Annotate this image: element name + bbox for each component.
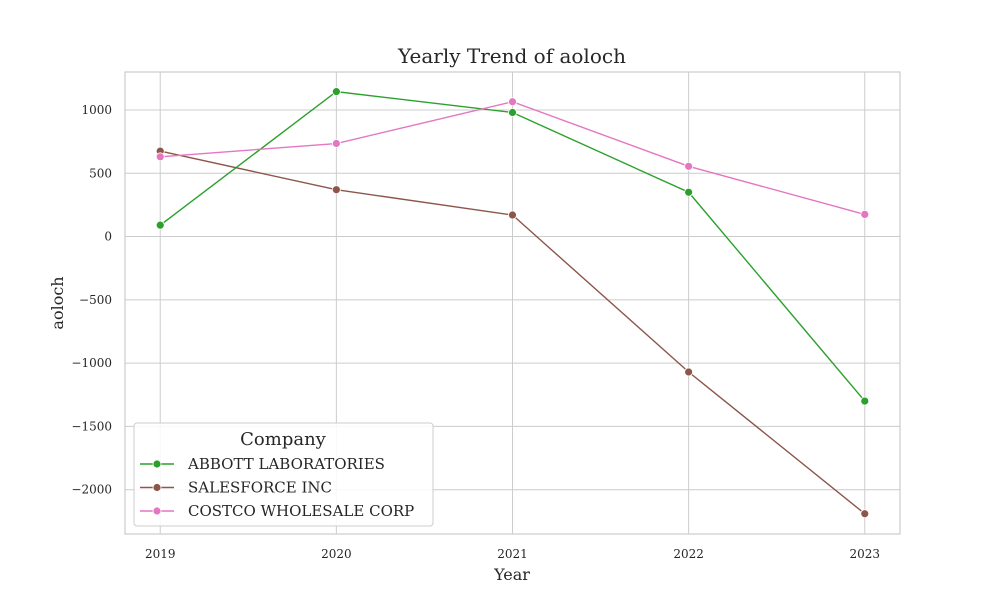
plot-frame xyxy=(124,71,901,535)
legend-title: Company xyxy=(240,429,327,450)
data-point xyxy=(684,367,694,377)
data-point xyxy=(155,152,165,162)
y-tick-label: −1000 xyxy=(71,356,112,370)
data-point xyxy=(860,509,870,519)
legend-marker xyxy=(152,506,162,516)
x-axis-label: Year xyxy=(493,565,530,584)
data-point xyxy=(331,185,341,195)
legend-marker xyxy=(152,459,162,469)
x-tick-label: 2019 xyxy=(145,547,176,561)
x-tick-label: 2022 xyxy=(673,547,704,561)
legend-label: SALESFORCE INC xyxy=(188,479,332,497)
y-tick-labels: 1000 500 0 −500 −1000 −1500 −2000 xyxy=(71,103,112,497)
data-point xyxy=(860,396,870,406)
series-points xyxy=(155,87,870,519)
legend-label: ABBOTT LABORATORIES xyxy=(187,455,385,473)
y-axis-label: aoloch xyxy=(48,276,67,329)
x-tick-label: 2020 xyxy=(321,547,352,561)
legend-marker xyxy=(152,483,162,492)
legend-label: COSTCO WHOLESALE CORP xyxy=(188,502,414,520)
data-point xyxy=(508,210,517,220)
data-point xyxy=(684,187,694,197)
chart-title: Yearly Trend of aoloch xyxy=(397,44,626,68)
data-point xyxy=(684,161,694,171)
data-point xyxy=(331,87,341,97)
data-point xyxy=(860,209,870,219)
legend-item: COSTCO WHOLESALE CORP xyxy=(140,502,414,520)
x-tick-label: 2021 xyxy=(497,547,528,561)
x-tick-label: 2023 xyxy=(849,547,880,561)
legend: Company ABBOTT LABORATORIES SALESFORCE IN… xyxy=(133,422,434,527)
legend-items: ABBOTT LABORATORIES SALESFORCE INC COSTCO … xyxy=(140,455,414,520)
data-point xyxy=(155,220,165,230)
x-tick-labels: 2019 2020 2021 2022 2023 xyxy=(145,547,880,561)
y-tick-label: −500 xyxy=(79,293,112,307)
y-tick-label: 0 xyxy=(104,230,112,244)
y-tick-label: 1000 xyxy=(81,103,112,117)
legend-item: ABBOTT LABORATORIES xyxy=(140,455,385,473)
y-tick-label: −2000 xyxy=(71,483,112,497)
legend-box xyxy=(133,422,434,527)
legend-item: SALESFORCE INC xyxy=(140,479,332,497)
y-tick-label: 500 xyxy=(89,166,112,180)
data-point xyxy=(508,97,517,107)
y-tick-label: −1500 xyxy=(71,419,112,433)
data-point xyxy=(508,108,517,117)
data-point xyxy=(331,139,341,148)
